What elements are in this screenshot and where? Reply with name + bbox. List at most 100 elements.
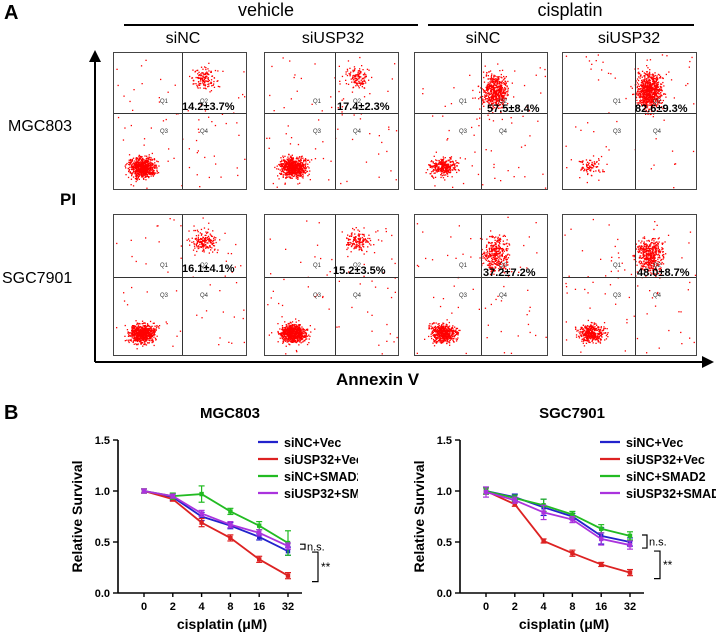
legend-label: siUSP32+SMAD2 <box>284 487 358 501</box>
quadrant-label: Q3 <box>459 129 468 135</box>
data-point <box>285 573 291 578</box>
significance-bracket-ns <box>642 534 648 549</box>
series-line-sinc-smad2 <box>485 490 631 537</box>
y-tick-label: 1.0 <box>437 486 452 498</box>
data-point <box>199 491 204 497</box>
y-tick-label: 1.0 <box>95 486 110 498</box>
quadrant-label: Q2 <box>353 263 362 269</box>
quadrant-label: Q1 <box>459 263 468 269</box>
quadrant-label: Q3 <box>613 129 622 135</box>
apoptosis-percentage: 15.2±3.5% <box>333 265 386 277</box>
y-tick-label: 0.0 <box>95 588 110 600</box>
quadrant-label: Q3 <box>459 293 468 299</box>
y-axis-label: Relative Survival <box>411 460 427 572</box>
quadrant-label: Q1 <box>613 99 622 105</box>
significance-bracket-star <box>654 550 661 580</box>
x-tick-label: 32 <box>624 601 636 613</box>
data-point <box>257 530 262 536</box>
quadrant-label: Q4 <box>200 293 209 299</box>
significance-bracket-ns <box>300 543 306 550</box>
data-point <box>570 512 575 517</box>
apoptosis-percentage: 37.2±7.2% <box>483 267 536 279</box>
panel-a-letter: A <box>4 2 19 24</box>
data-point <box>627 533 633 539</box>
data-point <box>199 511 204 516</box>
series-line-siusp32-vec <box>485 490 631 574</box>
quadrant-label: Q1 <box>160 263 169 269</box>
data-point <box>257 523 262 528</box>
y-axis-title-pi: PI <box>60 190 77 209</box>
column-label-siusp32-vehicle: siUSP32 <box>301 30 365 47</box>
y-tick-label: 1.5 <box>95 435 110 447</box>
group-title-vehicle: vehicle <box>237 0 295 20</box>
series-line-siusp32-smad2 <box>485 491 631 546</box>
x-tick-label: 16 <box>253 601 265 613</box>
x-tick-label: 2 <box>170 601 176 613</box>
data-point <box>512 502 517 507</box>
facs-scatter <box>416 216 547 355</box>
x-tick-label: 4 <box>199 601 206 613</box>
facs-plot: Q1 Q2 Q3 Q4 14.2±3.7% <box>113 52 247 190</box>
data-point <box>285 543 291 549</box>
survival-chart-sgc7901: SGC7901 0.0 0.5 1.0 1.5 0 2 4 8 16 32 cisplatin (μM… <box>411 405 716 632</box>
quadrant-label: Q2 <box>200 99 209 105</box>
significance-label-star: ** <box>321 560 331 574</box>
quadrant-label: Q4 <box>200 129 209 135</box>
x-tick-label: 8 <box>227 601 233 613</box>
x-tick-label: 0 <box>483 601 489 613</box>
y-tick-label: 0.0 <box>437 588 452 600</box>
significance-label-star: ** <box>663 558 673 572</box>
apoptosis-percentage: 48.0±8.7% <box>637 267 690 279</box>
chart-title: MGC803 <box>200 405 260 422</box>
data-point <box>483 489 489 495</box>
facs-scatter <box>565 54 695 189</box>
data-point <box>257 534 262 540</box>
facs-plot: Q1 Q2 Q3 Q4 15.2±3.5% <box>264 214 399 356</box>
x-axis-label: cisplatin (μM) <box>519 616 609 632</box>
quadrant-label: Q2 <box>499 263 508 269</box>
legend-label: siNC+Vec <box>626 436 683 450</box>
quadrant-label: Q3 <box>160 293 169 299</box>
apoptosis-percentage: 14.2±3.7% <box>182 101 235 113</box>
quadrant-label: Q2 <box>200 263 209 269</box>
group-title-cisplatin: cisplatin <box>537 0 603 20</box>
quadrant-label: Q3 <box>313 293 322 299</box>
quadrant-label: Q1 <box>459 99 468 105</box>
x-tick-label: 16 <box>595 601 607 613</box>
quadrant-label: Q1 <box>160 99 169 105</box>
x-axis-title-annexin-v: Annexin V <box>336 370 420 389</box>
row-label-sgc7901: SGC7901 <box>2 270 73 287</box>
facs-scatter <box>422 63 547 189</box>
quadrant-label: Q4 <box>653 129 662 135</box>
data-point <box>141 488 147 494</box>
data-point <box>541 538 546 544</box>
chart-title: SGC7901 <box>539 405 605 422</box>
column-label-sinc-vehicle: siNC <box>165 30 201 47</box>
significance-label-ns: n.s. <box>307 542 325 554</box>
quadrant-label: Q1 <box>613 263 622 269</box>
quadrant-label: Q1 <box>313 263 322 269</box>
apoptosis-percentage: 16.1±4.1% <box>182 263 235 275</box>
legend-label: siNC+SMAD2 <box>284 470 358 484</box>
x-tick-label: 2 <box>512 601 518 613</box>
data-point <box>627 542 633 548</box>
facs-scatter <box>267 220 398 355</box>
y-tick-label: 0.5 <box>95 537 110 549</box>
series-line-siusp32-vec <box>143 490 289 577</box>
x-tick-label: 4 <box>541 601 548 613</box>
data-point <box>228 535 233 541</box>
quadrant-label: Q2 <box>653 263 662 269</box>
x-tick-label: 8 <box>569 601 575 613</box>
y-tick-label: 0.5 <box>437 537 452 549</box>
apoptosis-percentage: 57.5±8.4% <box>487 103 540 115</box>
quadrant-label: Q2 <box>653 99 662 105</box>
series-line-sinc-vec <box>143 490 289 552</box>
quadrant-label: Q3 <box>160 129 169 135</box>
facs-scatter <box>116 217 245 350</box>
y-tick-label: 1.5 <box>437 435 452 447</box>
data-point <box>570 551 575 556</box>
quadrant-label: Q2 <box>499 99 508 105</box>
facs-scatter <box>266 56 398 188</box>
data-point <box>512 497 517 503</box>
panel-b-letter: B <box>4 402 19 424</box>
